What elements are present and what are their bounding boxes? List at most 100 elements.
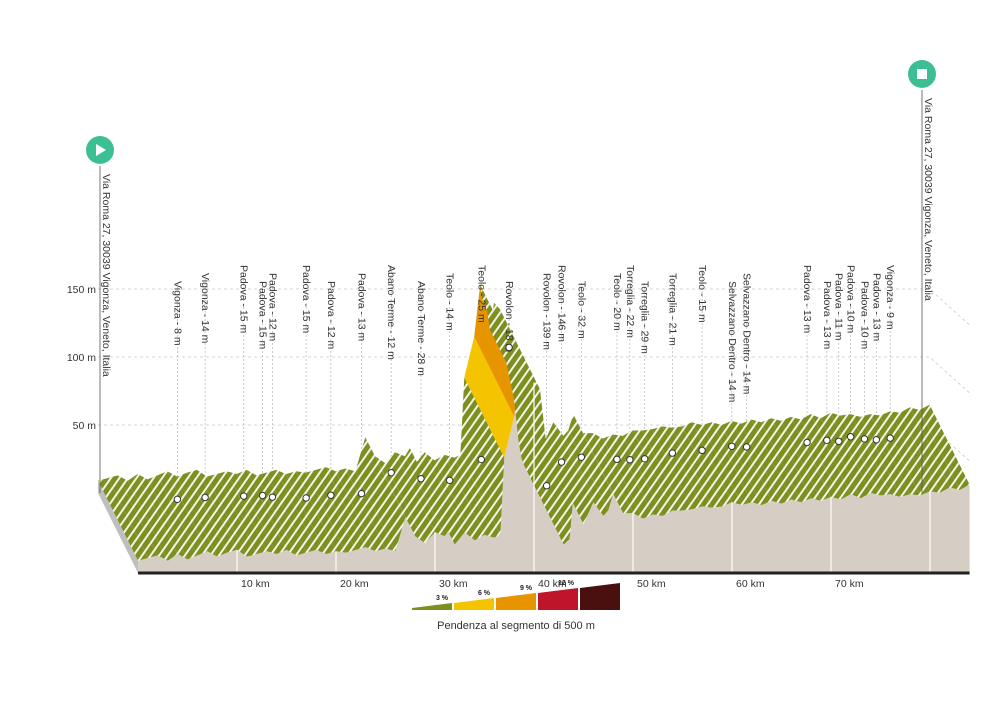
gridline-150 <box>98 288 970 326</box>
waypoint-label: Vigonza - 9 m <box>884 265 896 330</box>
terrain-top-segment <box>583 433 633 514</box>
terrain-top-segment <box>98 478 148 561</box>
waypoint-dot <box>872 436 881 444</box>
waypoint-dot <box>302 494 310 502</box>
terrain-top-segment <box>414 452 465 545</box>
legend-swatch <box>580 583 620 610</box>
terrain-top-segment <box>365 437 416 537</box>
distance-tick-label: 60 km <box>736 578 765 590</box>
distance-tick-labels: 10 km 20 km 30 km 40 km 50 km 60 km 70 km <box>241 578 864 590</box>
terrain-top-segment <box>474 284 521 417</box>
waypoint-label: Vigonza - 8 m <box>171 281 183 346</box>
terrain-top-segment <box>890 411 940 493</box>
legend-swatch <box>454 598 494 610</box>
terrain-top-segment <box>444 454 495 538</box>
terrain-top-segment <box>810 414 861 499</box>
terrain-top-segment <box>206 473 257 557</box>
terrain-top-segment <box>612 434 663 516</box>
terrain-top-segment <box>246 469 297 556</box>
terrain-top-segment <box>568 414 614 511</box>
terrain-top-segment <box>216 471 267 554</box>
start-finish-markers: Via Roma 27, 30039 Vigonza, Veneto, Ital… <box>86 60 936 493</box>
waypoint-label: Padova - 13 m <box>821 281 833 350</box>
waypoint-label: Rovolon - 146 m <box>556 265 568 342</box>
legend-swatch <box>538 588 578 610</box>
terrain-top-segment <box>573 414 624 514</box>
gridline-100 <box>98 356 970 394</box>
waypoint-dot <box>557 458 566 466</box>
waypoint-label: Teolo - 14 m <box>444 273 456 331</box>
terrain-top-segment <box>529 414 574 539</box>
waypoint-label: Padova - 12 m <box>325 281 337 350</box>
terrain-top-segment <box>652 426 703 510</box>
waypoint-lines <box>176 267 891 500</box>
terrain-top-segment <box>434 454 485 541</box>
terrain-top-segment <box>305 469 356 553</box>
terrain-top-segment <box>454 454 501 538</box>
waypoint-label: Teolo - 15 m <box>696 265 708 323</box>
legend-label: 6 % <box>478 590 491 597</box>
waypoint-label: Torreglia - 21 m <box>666 273 678 346</box>
terrain-top-segment <box>187 469 237 553</box>
waypoint-dot <box>640 455 649 463</box>
waypoint-label: Teolo - 32 m <box>575 281 587 339</box>
waypoint-label: Padova - 15 m <box>238 265 250 334</box>
waypoint-dot <box>728 442 736 450</box>
waypoint-label: Rovolon - 18 m <box>503 281 515 352</box>
waypoint-label: Teolo - 25 m <box>475 265 487 323</box>
waypoint-dot <box>577 453 586 461</box>
waypoint-dot <box>240 492 248 500</box>
waypoint-dot <box>387 468 395 477</box>
terrain-top-segment <box>880 411 930 496</box>
distance-tick-label: 70 km <box>835 578 864 590</box>
waypoint-label: Selvazzano Dentro - 14 m <box>726 281 738 403</box>
terrain-top-segment <box>701 422 752 505</box>
terrain-top-segment <box>107 475 158 559</box>
terrain-top-segment <box>543 422 594 525</box>
terrain-top-segment <box>137 473 188 560</box>
start-marker: Via Roma 27, 30039 Vigonza, Veneto, Ital… <box>86 136 114 493</box>
waypoint-labels: Vigonza - 8 m Vigonza - 14 m Padova - 15 m… <box>171 265 896 504</box>
terrain-top-segment <box>315 467 366 550</box>
legend-label: 9 % <box>520 585 533 592</box>
waypoint-dot <box>268 493 277 501</box>
terrain-end-cap <box>98 480 138 573</box>
waypoint-label: Teolo - 20 m <box>611 273 623 331</box>
terrain-top-segment <box>830 412 881 496</box>
waypoint-dot <box>803 438 811 447</box>
waypoint-dot <box>860 435 869 443</box>
terrain-profile <box>98 284 970 575</box>
legend-caption: Pendenza al segmento di 500 m <box>437 620 595 632</box>
terrain-top-segment <box>642 429 693 511</box>
terrain-top-segment <box>424 452 475 541</box>
terrain-top-segment <box>800 414 851 500</box>
terrain-top-segment <box>781 416 831 501</box>
stop-glyph <box>917 69 927 79</box>
terrain-top-segment <box>632 430 683 511</box>
terrain-top-segment <box>731 420 782 504</box>
terrain-top-segment <box>593 433 643 519</box>
terrain-top-segment <box>385 452 435 544</box>
elevation-tick-label: 50 m <box>73 420 97 432</box>
gradient-legend: Pendenza al segmento di 500 m 3 % 6 % 9 % 1… <box>412 580 620 632</box>
waypoint-label: Abano Terme - 12 m <box>385 265 397 360</box>
terrain-top-segment <box>286 471 336 554</box>
waypoint-dot <box>668 449 677 457</box>
terrain-top-segment <box>553 422 604 516</box>
terrain-top-segment <box>117 475 168 561</box>
terrain-top-segment <box>850 414 901 497</box>
terrain-top-segment <box>870 414 921 496</box>
terrain-top-segment <box>682 422 732 507</box>
distance-tick-label: 50 km <box>637 578 666 590</box>
finish-marker-label: Via Roma 27, 30039 Vigonza, Veneto, Ital… <box>922 98 934 301</box>
waypoint-dot <box>505 343 513 352</box>
waypoint-label: Selvazzano Dentro - 14 m <box>741 273 753 395</box>
terrain-top-segment <box>751 419 802 503</box>
waypoint-label: Padova - 11 m <box>833 273 845 341</box>
terrain-top-segment <box>820 412 871 499</box>
terrain-top-segment <box>325 467 376 552</box>
waypoint-label: Padova - 15 m <box>257 281 269 350</box>
terrain-top-segment <box>899 407 950 493</box>
gridline-50 <box>98 424 970 462</box>
